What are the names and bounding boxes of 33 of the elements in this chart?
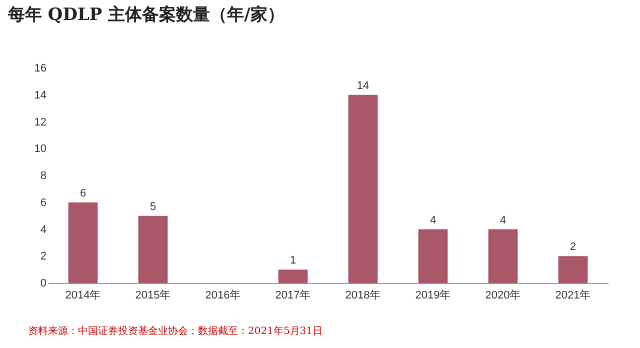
y-tick-label: 14 <box>34 89 46 102</box>
chart-title: 每年 QDLP 主体备案数量（年/家） <box>7 4 284 25</box>
x-tick-label: 2014年 <box>65 290 101 302</box>
bar <box>68 202 98 283</box>
y-tick-label: 0 <box>40 278 46 290</box>
bar <box>278 270 308 283</box>
bar <box>558 256 588 283</box>
data-label: 6 <box>80 187 86 200</box>
x-tick-label: 2021年 <box>555 290 591 302</box>
x-tick-label: 2019年 <box>415 290 451 302</box>
y-tick-label: 12 <box>34 116 46 128</box>
x-tick-label: 2017年 <box>275 290 311 302</box>
x-tick-label: 2016年 <box>205 290 241 302</box>
data-label: 4 <box>500 214 506 226</box>
y-tick-label: 16 <box>34 62 46 74</box>
y-tick-label: 10 <box>34 143 46 156</box>
y-tick-label: 4 <box>40 224 46 236</box>
data-label: 2 <box>570 241 576 254</box>
y-tick-label: 2 <box>40 250 46 263</box>
y-tick-label: 6 <box>40 196 46 209</box>
bar <box>488 229 518 283</box>
data-label: 5 <box>150 200 156 213</box>
data-label: 14 <box>356 80 370 92</box>
y-tick-label: 8 <box>40 170 46 182</box>
x-tick-label: 2018年 <box>345 290 381 302</box>
bar <box>138 216 168 283</box>
x-tick-label: 2015年 <box>135 290 171 302</box>
bar <box>348 94 378 283</box>
data-label: 1 <box>290 254 296 267</box>
bar <box>418 229 448 283</box>
data-label: 4 <box>430 214 436 226</box>
x-tick-label: 2020年 <box>485 290 521 302</box>
text: 资料来源：中国证券投资基金业协会；数据截至：2021年5月31日 <box>28 324 323 338</box>
